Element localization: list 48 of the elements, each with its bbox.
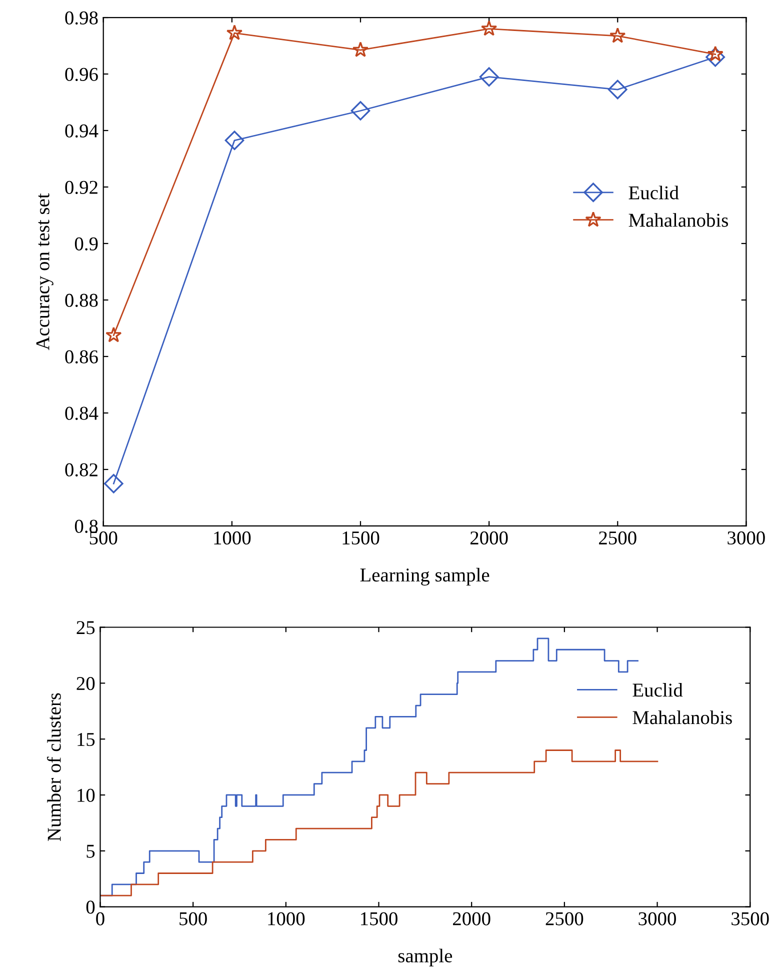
- x-axis-title: sample: [398, 948, 452, 966]
- y-tick-label: 0.84: [65, 406, 98, 420]
- point: [224, 130, 244, 150]
- point: [226, 24, 243, 40]
- y-tick-label: 10: [78, 788, 95, 802]
- point: [610, 27, 626, 43]
- point: [350, 101, 370, 120]
- y-axis-title: Accuracy on test set: [36, 193, 54, 350]
- x-tick-label: 2000: [453, 912, 490, 926]
- y-tick-label: 0.88: [65, 294, 98, 308]
- point: [106, 326, 122, 342]
- legend-label: Euclid: [632, 683, 683, 697]
- y-tick-label: 0.8: [74, 520, 98, 533]
- y-tick-label: 0.94: [65, 124, 98, 138]
- y-tick-label: 0.86: [65, 350, 98, 364]
- y-tick-label: 20: [76, 676, 95, 690]
- legend-label: Euclid: [628, 186, 679, 200]
- x-tick-label: 2500: [599, 531, 636, 545]
- x-tick-label: 1500: [342, 531, 380, 545]
- x-tick-label: 1000: [268, 912, 305, 926]
- y-axis-title: Number of clusters: [46, 693, 61, 841]
- x-tick-label: 1500: [361, 912, 398, 926]
- legend-label: Mahalanobis: [628, 213, 728, 227]
- x-tick-label: 2000: [470, 531, 508, 545]
- y-tick-label: 0.96: [65, 68, 98, 82]
- x-tick-label: 500: [180, 912, 207, 926]
- point: [479, 67, 499, 87]
- y-tick-label: 0.92: [65, 180, 98, 194]
- x-tick-label: 3000: [728, 531, 765, 545]
- x-axis-title: Learning sample: [360, 568, 490, 586]
- y-tick-label: 0.9: [74, 237, 98, 251]
- point: [480, 20, 498, 36]
- y-tick-label: 0.98: [65, 11, 98, 25]
- x-tick-label: 500: [90, 531, 118, 545]
- x-tick-label: 1000: [214, 531, 251, 545]
- y-tick-label: 25: [76, 621, 95, 634]
- y-tick-label: 15: [78, 732, 95, 746]
- y-tick-label: 5: [86, 844, 95, 858]
- x-tick-label: 3000: [638, 912, 676, 926]
- point: [608, 80, 628, 100]
- legend-label: Mahalanobis: [632, 710, 732, 724]
- point: [104, 474, 124, 494]
- point: [352, 42, 369, 58]
- x-tick-label: 3500: [732, 912, 769, 926]
- y-tick-label: 0.82: [65, 463, 98, 476]
- point: [706, 47, 726, 67]
- x-tick-label: 2500: [546, 912, 584, 926]
- y-tick-label: 0: [86, 900, 95, 914]
